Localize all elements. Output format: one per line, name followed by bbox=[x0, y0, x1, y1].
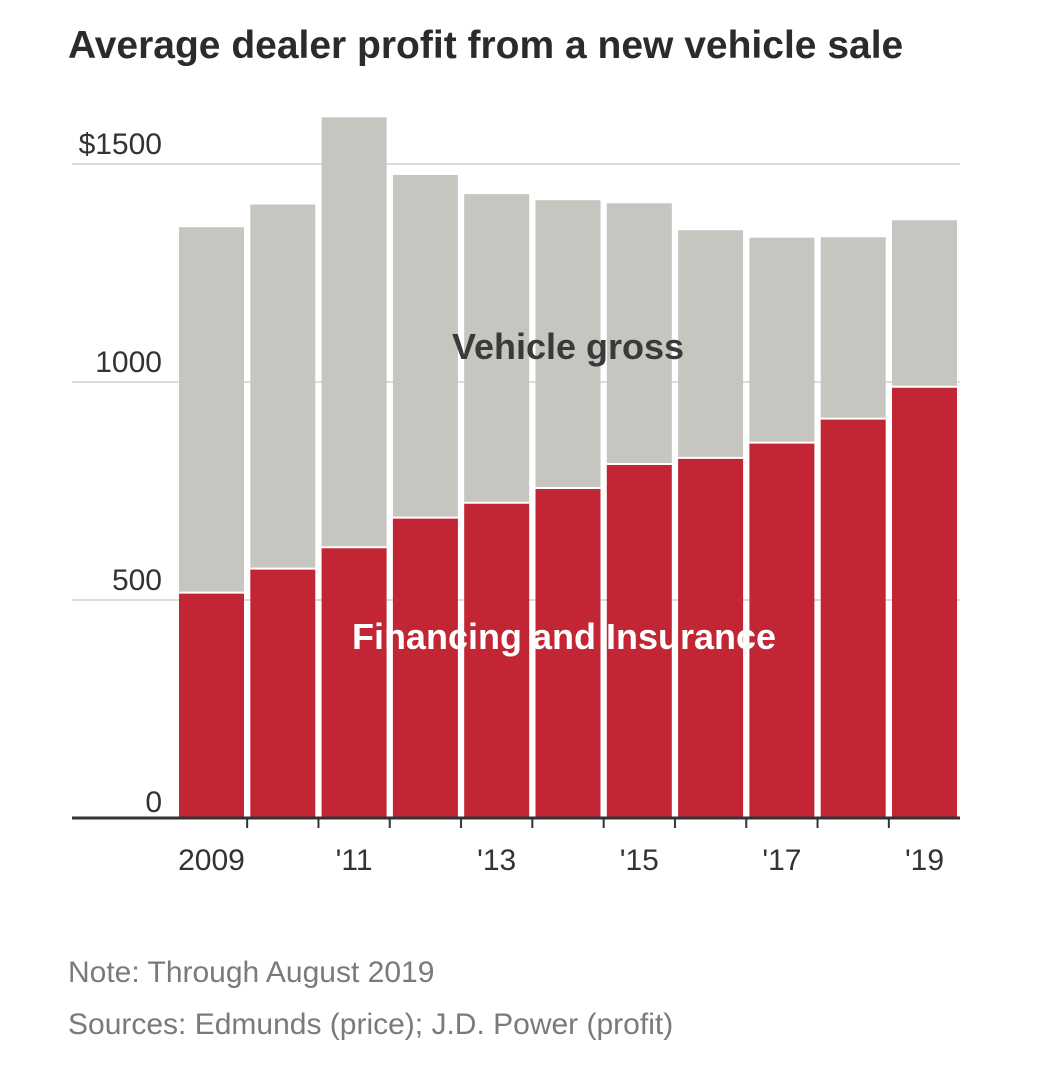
bar-financing bbox=[678, 457, 744, 818]
series-label-vehicle-gross: Vehicle gross bbox=[452, 326, 684, 367]
bar-vehicle-gross bbox=[250, 204, 316, 569]
bar-financing bbox=[749, 442, 815, 818]
y-axis-labels: $1500 1000 500 0 bbox=[79, 128, 162, 819]
chart-title: Average dealer profit from a new vehicle… bbox=[68, 24, 904, 67]
bar-financing bbox=[321, 547, 387, 818]
x-tick-label: '11 bbox=[336, 844, 373, 877]
x-tick-label: 2009 bbox=[178, 844, 245, 877]
bar-vehicle-gross bbox=[606, 203, 672, 464]
x-axis: 2009 '11 '13 '15 '17 '19 bbox=[72, 816, 960, 877]
bar-financing bbox=[464, 502, 530, 818]
bar-financing bbox=[535, 487, 601, 818]
bar-vehicle-gross bbox=[749, 237, 815, 443]
bar-financing bbox=[606, 463, 672, 818]
bar-financing bbox=[392, 517, 458, 818]
bar-vehicle-gross bbox=[179, 227, 244, 593]
bar-vehicle-gross bbox=[678, 230, 744, 458]
bar-financing bbox=[250, 568, 316, 818]
bar-financing bbox=[179, 592, 244, 818]
y-tick-label: 1000 bbox=[95, 346, 162, 379]
x-tick-label: '15 bbox=[620, 844, 659, 877]
x-tick-label: '19 bbox=[905, 844, 944, 877]
series-label-financing: Financing and Insurance bbox=[352, 616, 776, 657]
bar-financing bbox=[892, 386, 957, 818]
y-tick-label: 500 bbox=[112, 564, 162, 597]
bar-financing bbox=[820, 418, 886, 818]
series-labels: Vehicle gross Financing and Insurance bbox=[352, 326, 776, 657]
chart-sources: Sources: Edmunds (price); J.D. Power (pr… bbox=[68, 1008, 674, 1041]
bars bbox=[179, 117, 957, 818]
bar-vehicle-gross bbox=[535, 200, 601, 488]
chart-note: Note: Through August 2019 bbox=[68, 956, 435, 989]
stacked-bar-chart: $1500 1000 500 0 2009 '11 '13 '15 '17 '19 Vehicl… bbox=[72, 117, 960, 877]
x-tick-label: '17 bbox=[762, 844, 801, 877]
y-tick-label: $1500 bbox=[79, 128, 162, 161]
bar-vehicle-gross bbox=[464, 194, 530, 503]
bar-vehicle-gross bbox=[892, 220, 957, 387]
bar-vehicle-gross bbox=[820, 237, 886, 419]
x-tick-label: '13 bbox=[477, 844, 516, 877]
y-tick-label: 0 bbox=[145, 786, 162, 819]
bar-vehicle-gross bbox=[321, 117, 387, 548]
bar-vehicle-gross bbox=[392, 174, 458, 518]
